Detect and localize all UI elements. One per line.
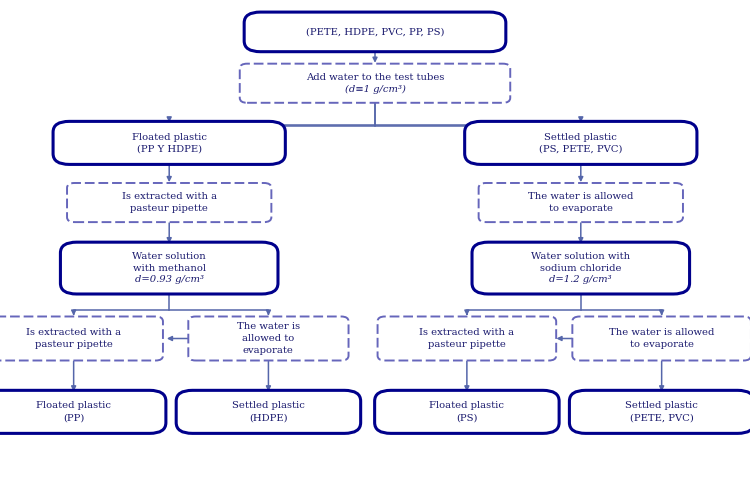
Text: The water is: The water is <box>237 322 300 331</box>
Text: The water is allowed: The water is allowed <box>609 328 714 337</box>
Text: sodium chloride: sodium chloride <box>540 263 622 272</box>
Text: Floated plastic: Floated plastic <box>429 402 504 411</box>
FancyBboxPatch shape <box>375 390 559 433</box>
Text: evaporate: evaporate <box>243 346 294 355</box>
Text: (PP Y HDPE): (PP Y HDPE) <box>136 144 202 153</box>
Text: Settled plastic: Settled plastic <box>232 402 304 411</box>
Text: (d≡1 g/cm³): (d≡1 g/cm³) <box>344 84 406 94</box>
FancyBboxPatch shape <box>0 390 166 433</box>
Text: allowed to: allowed to <box>242 334 295 343</box>
FancyBboxPatch shape <box>244 12 506 52</box>
Text: (PS, PETE, PVC): (PS, PETE, PVC) <box>539 144 622 153</box>
FancyBboxPatch shape <box>176 390 361 433</box>
Text: d=1.2 g/cm³: d=1.2 g/cm³ <box>550 275 612 284</box>
Text: Water solution: Water solution <box>132 252 206 261</box>
FancyBboxPatch shape <box>472 242 689 294</box>
FancyBboxPatch shape <box>377 316 556 360</box>
Text: pasteur pipette: pasteur pipette <box>428 340 506 349</box>
Text: to evaporate: to evaporate <box>630 340 694 349</box>
Text: pasteur pipette: pasteur pipette <box>34 340 112 349</box>
FancyBboxPatch shape <box>572 316 750 360</box>
FancyBboxPatch shape <box>569 390 750 433</box>
Text: Settled plastic: Settled plastic <box>626 402 698 411</box>
Text: The water is allowed: The water is allowed <box>528 192 634 201</box>
FancyBboxPatch shape <box>240 64 510 103</box>
Text: pasteur pipette: pasteur pipette <box>130 204 209 213</box>
Text: (PS): (PS) <box>456 413 478 422</box>
Text: to evaporate: to evaporate <box>549 204 613 213</box>
FancyBboxPatch shape <box>478 183 683 222</box>
Text: Settled plastic: Settled plastic <box>544 133 617 142</box>
FancyBboxPatch shape <box>0 316 163 360</box>
Text: Is extracted with a: Is extracted with a <box>122 192 217 201</box>
FancyBboxPatch shape <box>465 121 697 164</box>
Text: Floated plastic: Floated plastic <box>132 133 207 142</box>
Text: Add water to the test tubes: Add water to the test tubes <box>306 73 444 82</box>
Text: Is extracted with a: Is extracted with a <box>26 328 122 337</box>
Text: Is extracted with a: Is extracted with a <box>419 328 514 337</box>
FancyBboxPatch shape <box>188 316 349 360</box>
FancyBboxPatch shape <box>67 183 272 222</box>
Text: Floated plastic: Floated plastic <box>36 402 111 411</box>
Text: (HDPE): (HDPE) <box>249 413 288 422</box>
Text: d=0.93 g/cm³: d=0.93 g/cm³ <box>135 275 204 284</box>
Text: with methanol: with methanol <box>133 263 206 272</box>
Text: Water solution with: Water solution with <box>531 252 630 261</box>
FancyBboxPatch shape <box>61 242 278 294</box>
Text: (PETE, PVC): (PETE, PVC) <box>630 413 694 422</box>
Text: (PP): (PP) <box>63 413 84 422</box>
Text: (PETE, HDPE, PVC, PP, PS): (PETE, HDPE, PVC, PP, PS) <box>306 27 444 36</box>
FancyBboxPatch shape <box>53 121 285 164</box>
